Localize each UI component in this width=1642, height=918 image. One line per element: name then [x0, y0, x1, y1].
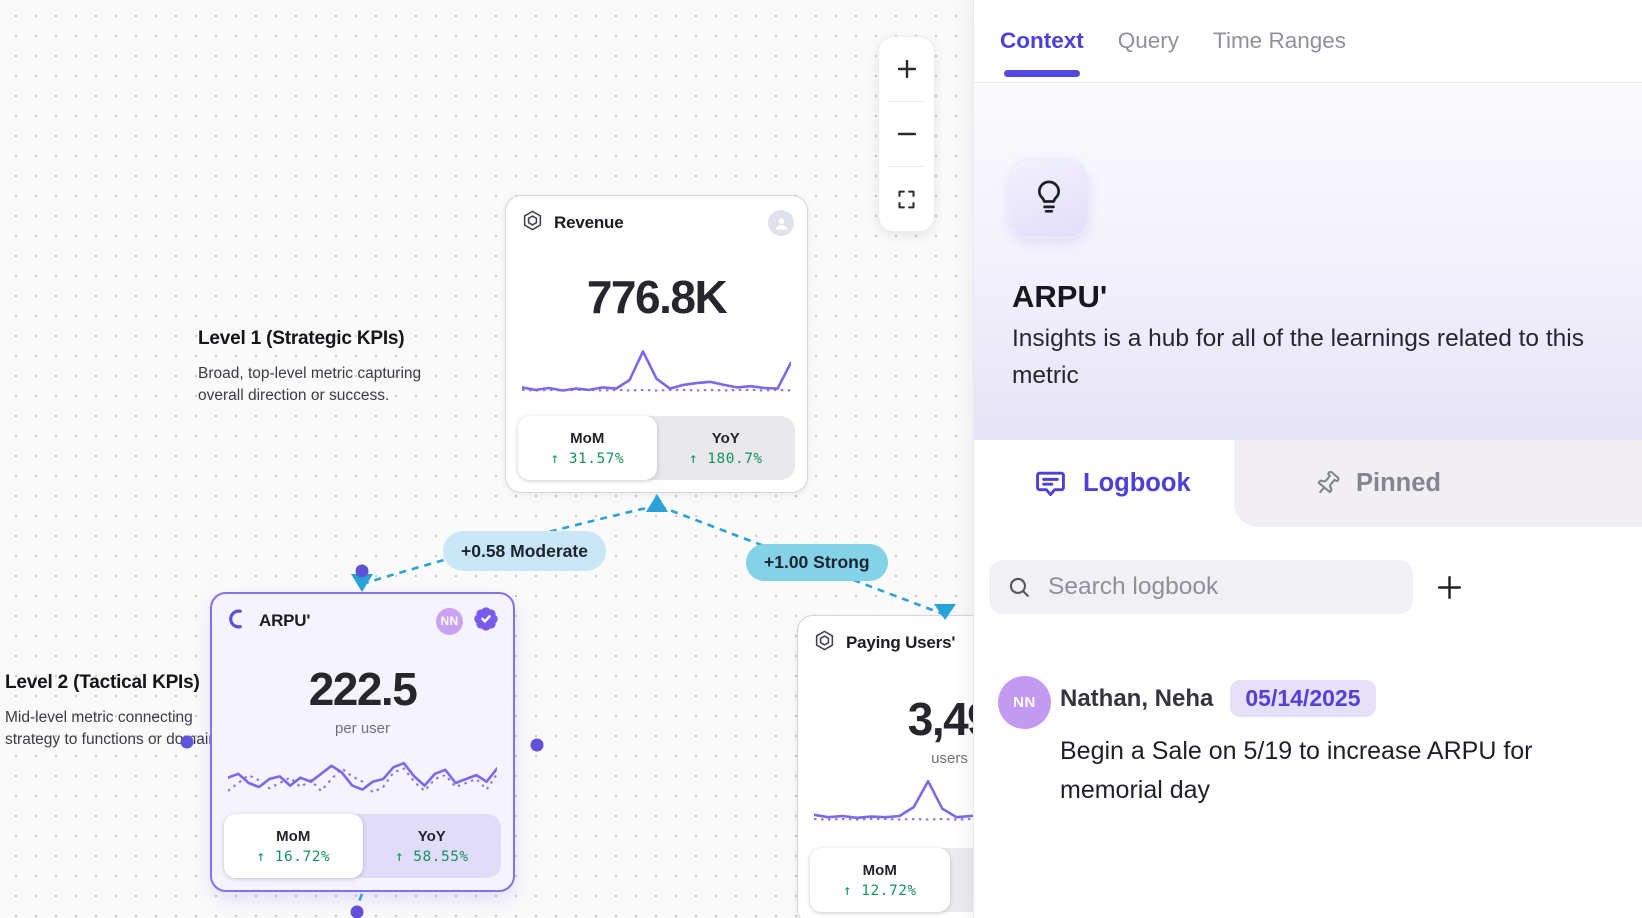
entry-author-name: Nathan, Neha	[1060, 684, 1214, 712]
panel-tab-bar: Context Query Time Ranges	[974, 0, 1642, 83]
lightbulb-icon	[1037, 180, 1061, 213]
logbook-tab[interactable]: Logbook	[1034, 440, 1191, 527]
insights-badge	[1009, 158, 1089, 238]
arpu-top-handle[interactable]	[355, 564, 369, 578]
logbook-search	[989, 560, 1413, 614]
paying-users-unit: users	[931, 750, 968, 767]
level-2-title: Level 2 (Tactical KPIs)	[5, 672, 200, 693]
revenue-period-toggle: MoM ↑ 31.57% YoY ↑ 180.7%	[518, 416, 795, 480]
crescent-moon-icon	[227, 608, 249, 635]
level-2-description: Mid-level metric connecting strategy to …	[5, 709, 225, 748]
minus-icon	[897, 132, 916, 136]
revenue-value: 776.8K	[586, 271, 728, 323]
tab-query[interactable]: Query	[1117, 28, 1180, 53]
divider	[888, 101, 925, 102]
search-logbook-input[interactable]	[989, 560, 1413, 614]
logbook-pinned-tabs: Logbook Pinned	[974, 440, 1642, 527]
metric-detail-panel: Context Query Time Ranges ARPU' Insights…	[973, 0, 1642, 918]
metric-description: Insights is a hub for all of the learnin…	[1012, 325, 1584, 389]
arpu-period-toggle: MoM ↑ 16.72% YoY ↑ 58.55%	[224, 814, 501, 878]
owner-initials-badge[interactable]: NN	[436, 607, 463, 635]
correlation-label-moderate: +0.58 Moderate	[443, 531, 606, 571]
entry-date-chip: 05/14/2025	[1230, 680, 1376, 717]
level-1-label: Level 1 (Strategic KPIs) Broad, top-leve…	[198, 328, 448, 407]
paying-users-card-title: Paying Users'	[846, 633, 956, 652]
logbook-comment-icon	[1036, 471, 1065, 497]
level-2-label: Level 2 (Tactical KPIs) Mid-level metric…	[5, 672, 230, 751]
arrowhead-into-arpu	[351, 574, 373, 592]
mom-value: ↑ 12.72%	[842, 882, 917, 899]
revenue-card-title: Revenue	[554, 213, 624, 232]
pinned-tab[interactable]: Pinned	[1234, 440, 1642, 527]
tab-context[interactable]: Context	[1000, 0, 1084, 82]
fullscreen-icon	[898, 190, 915, 208]
arpu-right-handle[interactable]	[530, 738, 544, 752]
mom-label: MoM	[570, 429, 605, 447]
owner-avatar-icon[interactable]	[768, 210, 794, 236]
zoom-out-button[interactable]	[879, 102, 934, 166]
pushpin-icon	[1317, 470, 1340, 494]
zoom-in-button[interactable]	[879, 37, 934, 101]
revenue-sparkline	[520, 344, 793, 406]
arpu-card-header: ARPU' NN	[227, 606, 500, 636]
revenue-yoy-toggle[interactable]: YoY ↑ 180.7%	[657, 416, 796, 480]
paying-users-card-header: Paying Users'	[813, 628, 1088, 658]
revenue-card-header: Revenue	[521, 208, 794, 238]
yoy-label: YoY	[417, 827, 446, 845]
plus-icon	[1437, 575, 1461, 599]
arpu-value: 222.5	[308, 663, 418, 715]
arpu-mom-toggle[interactable]: MoM ↑ 16.72%	[224, 814, 363, 878]
logbook-search-row	[974, 560, 1642, 614]
mom-value: ↑ 31.57%	[550, 450, 625, 467]
tab-time-ranges[interactable]: Time Ranges	[1213, 28, 1346, 53]
metric-title: ARPU'	[1012, 279, 1108, 314]
hexagon-metric-icon	[813, 629, 836, 657]
edge-arpu-down-stub	[351, 893, 364, 918]
fit-view-button[interactable]	[879, 167, 934, 231]
logbook-entry[interactable]: NN Nathan, Neha 05/14/2025 Begin a Sale …	[998, 668, 1616, 810]
yoy-value: ↑ 58.55%	[394, 848, 469, 865]
level-1-title: Level 1 (Strategic KPIs)	[198, 328, 405, 349]
entry-text: Begin a Sale on 5/19 to increase ARPU fo…	[1060, 737, 1533, 804]
entry-author-avatar: NN	[998, 676, 1051, 729]
metric-card-revenue[interactable]: Revenue 776.8K MoM ↑ 31.57% YoY	[505, 195, 808, 493]
arpu-sparkline	[226, 750, 499, 816]
yoy-label: YoY	[711, 429, 740, 447]
level-1-description: Broad, top-level metric capturing overal…	[198, 365, 422, 404]
pinned-tab-label: Pinned	[1356, 469, 1442, 497]
canvas-zoom-controls	[878, 36, 935, 232]
revenue-mom-toggle[interactable]: MoM ↑ 31.57%	[518, 416, 657, 480]
metric-context-header: ARPU' Insights is a hub for all of the l…	[974, 83, 1642, 440]
divider	[888, 166, 925, 167]
mom-value: ↑ 16.72%	[256, 848, 331, 865]
metric-card-arpu[interactable]: ARPU' NN 222.5 per user MoM ↑ 16	[210, 592, 515, 892]
mom-label: MoM	[862, 861, 897, 879]
hexagon-metric-icon	[521, 209, 544, 237]
arpu-card-title: ARPU'	[259, 611, 311, 630]
paying-users-mom-toggle[interactable]: MoM ↑ 12.72%	[810, 848, 950, 912]
add-logbook-entry-button[interactable]	[1424, 562, 1474, 612]
yoy-value: ↑ 180.7%	[688, 450, 763, 467]
arrowhead-into-revenue	[646, 494, 668, 512]
logbook-tab-label: Logbook	[1083, 469, 1191, 497]
arpu-unit: per user	[334, 720, 391, 737]
arpu-bottom-handle[interactable]	[350, 905, 364, 918]
plus-icon	[897, 59, 916, 79]
verified-check-badge[interactable]	[472, 605, 500, 638]
entry-meta: Nathan, Neha 05/14/2025	[1060, 668, 1616, 717]
mom-label: MoM	[276, 827, 311, 845]
correlation-label-strong: +1.00 Strong	[746, 544, 888, 581]
arpu-yoy-toggle[interactable]: YoY ↑ 58.55%	[363, 814, 502, 878]
